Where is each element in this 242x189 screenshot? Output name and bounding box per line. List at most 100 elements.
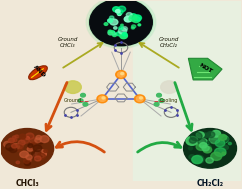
Circle shape [135,95,145,103]
Circle shape [35,138,41,143]
Circle shape [64,81,81,93]
Circle shape [16,161,20,164]
Circle shape [203,146,212,153]
Circle shape [31,151,42,159]
Circle shape [86,0,156,48]
Circle shape [1,129,54,168]
Circle shape [29,136,32,138]
Circle shape [37,153,45,160]
Circle shape [34,156,41,161]
Circle shape [20,151,29,158]
Circle shape [204,141,209,145]
Circle shape [9,147,17,153]
Circle shape [220,139,226,143]
Circle shape [116,70,126,78]
Circle shape [112,33,117,36]
Circle shape [33,145,42,151]
Circle shape [118,28,127,34]
Circle shape [108,30,112,33]
Circle shape [219,136,228,143]
Circle shape [186,136,198,145]
Circle shape [99,96,106,101]
Circle shape [132,16,140,22]
Circle shape [113,7,120,12]
Circle shape [140,97,142,99]
Circle shape [121,27,128,31]
Text: NOT: NOT [198,63,213,75]
Circle shape [83,102,88,106]
Circle shape [28,159,31,162]
Circle shape [121,24,123,26]
Circle shape [81,93,85,97]
Text: Cooling: Cooling [160,98,178,103]
Circle shape [207,132,215,138]
Circle shape [219,134,227,140]
Circle shape [116,32,121,36]
Circle shape [202,133,208,138]
Circle shape [40,136,49,143]
Circle shape [120,33,128,39]
Circle shape [108,30,114,35]
Circle shape [126,13,132,17]
Circle shape [197,142,207,150]
Circle shape [112,31,114,33]
Circle shape [161,81,178,93]
Circle shape [214,148,226,156]
Circle shape [28,145,36,151]
Circle shape [129,15,137,21]
Circle shape [228,142,231,145]
Circle shape [26,133,34,139]
Circle shape [121,73,124,75]
Text: Ground
CHCl₃: Ground CHCl₃ [58,36,78,48]
Circle shape [211,152,222,160]
Circle shape [193,155,204,164]
Circle shape [133,15,142,21]
Circle shape [18,140,25,145]
Circle shape [19,134,26,139]
Circle shape [12,144,19,149]
Circle shape [24,161,30,166]
Circle shape [23,159,30,163]
Circle shape [130,14,137,19]
Circle shape [124,16,132,22]
Text: AND: AND [32,65,46,79]
Circle shape [189,155,195,159]
Circle shape [102,97,105,99]
Circle shape [118,72,124,77]
Polygon shape [188,58,222,80]
Circle shape [13,136,16,139]
Circle shape [208,131,219,140]
Circle shape [36,136,42,140]
Circle shape [108,32,113,35]
Text: Ground
CH₂Cl₂: Ground CH₂Cl₂ [159,36,179,48]
Circle shape [26,155,32,160]
Circle shape [132,25,136,28]
Circle shape [26,137,29,139]
Text: CHCl₃: CHCl₃ [15,179,39,188]
Circle shape [212,130,221,137]
Circle shape [21,137,29,143]
Circle shape [223,137,229,141]
Circle shape [35,149,46,158]
Circle shape [192,156,203,164]
Circle shape [116,10,120,13]
Circle shape [215,139,225,147]
Circle shape [202,146,209,151]
Circle shape [108,19,113,22]
Circle shape [222,145,228,150]
Circle shape [17,144,23,149]
Circle shape [6,143,15,150]
Circle shape [110,19,118,25]
Circle shape [8,138,15,143]
Circle shape [205,148,211,152]
Text: Ground: Ground [64,98,82,103]
Circle shape [209,136,220,144]
Circle shape [207,142,210,144]
Circle shape [90,0,152,46]
Circle shape [29,138,37,143]
Circle shape [28,144,33,148]
Circle shape [42,152,46,156]
Circle shape [117,13,121,15]
Circle shape [138,24,141,26]
Circle shape [190,132,202,141]
